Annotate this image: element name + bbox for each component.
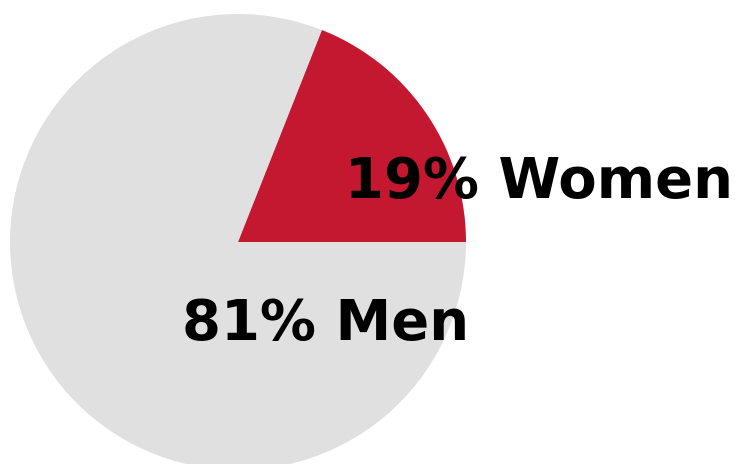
slice-label-men: 81% Men: [182, 289, 469, 354]
pie-slice-men: [10, 14, 466, 464]
slice-label-women: 19% Women: [345, 147, 733, 212]
pie-slices: [10, 14, 466, 464]
pie-slice-women: [238, 30, 466, 243]
